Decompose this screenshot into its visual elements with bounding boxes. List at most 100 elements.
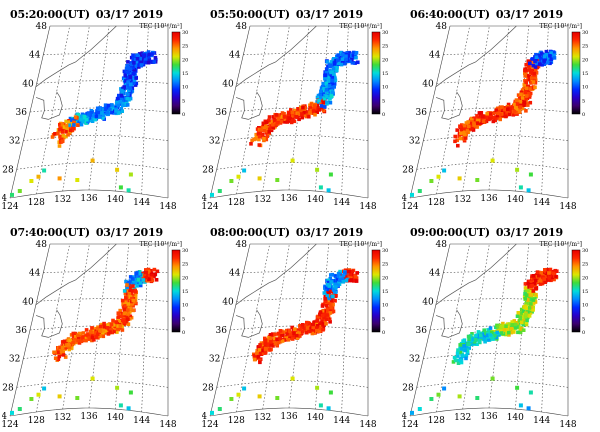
tec-cell — [343, 61, 347, 66]
tec-cell — [118, 308, 122, 313]
tec-cell — [341, 273, 346, 278]
tec-cell — [128, 86, 132, 91]
tec-cell — [335, 68, 339, 73]
tec-cell — [57, 144, 62, 148]
tec-cell — [294, 115, 299, 119]
tec-cell — [526, 103, 530, 107]
tec-cell — [81, 119, 86, 124]
latitude-label: 36 — [216, 326, 228, 336]
tec-cell — [531, 291, 536, 296]
tec-cell — [289, 108, 293, 112]
tec-cell — [122, 91, 126, 96]
graticule — [209, 25, 369, 199]
tec-cell — [513, 102, 517, 107]
tec-map-panel-6: 48 44 40 36 32 28 24124 128 132 136 140 144 148 30 25 2… — [402, 220, 596, 432]
tec-cell — [292, 331, 296, 336]
tec-cell — [124, 79, 128, 83]
continent-coastline — [35, 243, 117, 306]
island-cell — [126, 406, 131, 411]
tec-cell — [531, 274, 536, 278]
tec-cell — [338, 269, 342, 274]
tec-cell — [147, 58, 151, 63]
latitude-label: 40 — [422, 79, 434, 89]
tec-cell — [328, 276, 333, 281]
island-cell — [442, 168, 447, 173]
tec-cell — [555, 269, 559, 273]
tec-cell — [273, 332, 277, 337]
tec-cell — [85, 117, 89, 122]
latitude-label: 24 — [202, 412, 207, 422]
tec-cell — [268, 336, 273, 341]
graticule — [9, 25, 169, 199]
tec-cell — [543, 268, 547, 272]
tec-cell — [312, 320, 317, 324]
tec-cell — [466, 334, 471, 339]
tec-map-panel-1: 48 44 40 36 32 28 24124 128 132 136 140 144 148 30 25 2… — [2, 2, 196, 214]
tec-cell — [68, 338, 72, 342]
tec-cell — [138, 283, 143, 288]
island-cell — [490, 158, 495, 163]
latitude-label: 28 — [2, 165, 14, 175]
longitude-line — [88, 243, 110, 409]
latitude-label: 44 — [229, 269, 241, 279]
longitude-line — [9, 243, 51, 417]
tec-cell — [307, 322, 311, 326]
tec-cell — [314, 326, 319, 330]
tec-cell — [293, 327, 297, 331]
tec-cell — [331, 66, 336, 71]
tec-cell — [324, 81, 329, 86]
island-cell — [417, 189, 422, 193]
tec-cell — [534, 292, 538, 297]
tec-cell — [129, 62, 134, 67]
island-cell — [490, 376, 495, 381]
tec-cell — [56, 131, 60, 136]
colorbar-tick-label: 15 — [582, 289, 588, 295]
tec-cell — [329, 289, 333, 294]
tec-cell — [513, 105, 518, 110]
tec-cell — [315, 318, 320, 323]
latitude-label: 48 — [436, 22, 448, 32]
tec-cell — [356, 60, 360, 65]
tec-cell — [138, 278, 143, 283]
tec-cell — [521, 309, 526, 313]
tec-cell — [105, 326, 110, 330]
tec-cell — [133, 295, 138, 300]
tec-cell — [116, 315, 121, 319]
tec-cell — [113, 326, 118, 331]
tec-cell — [96, 329, 100, 334]
tec-cell — [282, 114, 287, 119]
tec-cell — [145, 51, 149, 56]
tec-cell — [325, 313, 330, 317]
tec-cell — [122, 320, 127, 324]
latitude-label: 28 — [402, 383, 414, 393]
latitude-line — [23, 135, 169, 141]
tec-cell — [331, 302, 335, 307]
tec-cell — [273, 118, 278, 123]
tec-cell — [453, 134, 457, 139]
tec-cell — [462, 123, 467, 128]
tec-cell — [340, 277, 345, 282]
tec-data-cells — [410, 49, 557, 197]
tec-cell — [289, 120, 294, 125]
tec-cell — [348, 278, 352, 283]
tec-cell — [529, 69, 534, 73]
tec-cell — [62, 125, 67, 129]
tec-cell — [534, 294, 538, 299]
latitude-line — [16, 380, 169, 388]
panel-date: 03/17 2019 — [495, 226, 563, 239]
island-cell — [436, 392, 441, 397]
island-cell — [29, 179, 34, 183]
tec-cell — [528, 61, 532, 66]
latitude-label: 36 — [416, 326, 428, 336]
tec-cell — [518, 330, 523, 335]
colorbar-tick-label: 0 — [182, 112, 185, 118]
tec-cell — [504, 324, 508, 328]
tec-cell — [515, 314, 520, 318]
colorbar-tick-label: 15 — [182, 289, 188, 295]
tec-cell — [464, 356, 468, 361]
tec-cell — [529, 293, 534, 297]
tec-cell — [268, 122, 273, 126]
tec-cell — [482, 337, 486, 342]
tec-cell — [261, 343, 265, 347]
latitude-line — [16, 162, 169, 170]
